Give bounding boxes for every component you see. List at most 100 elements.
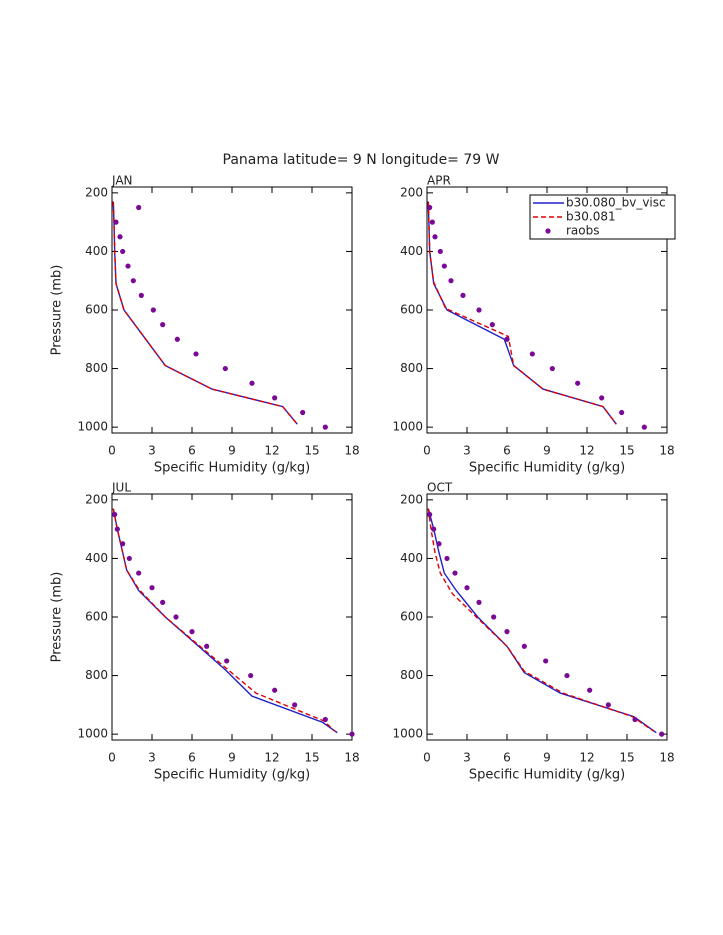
raob-point: [120, 248, 126, 255]
x-tick-label: 9: [543, 751, 551, 765]
x-tick-label: 0: [108, 444, 116, 458]
y-tick-label: 1000: [77, 420, 108, 434]
raob-point: [431, 526, 437, 532]
raob-point: [138, 292, 144, 298]
raob-point: [189, 629, 195, 635]
x-tick-label: 18: [344, 444, 359, 458]
raob-point: [322, 424, 328, 430]
raob-point: [322, 716, 328, 723]
raob-point: [452, 570, 458, 576]
x-tick-label: 18: [344, 751, 359, 765]
y-axis-label: Pressure (mb): [50, 265, 65, 356]
plot-frame: [111, 186, 353, 434]
raob-point: [575, 380, 581, 386]
x-tick-label: 6: [188, 444, 196, 458]
y-tick-label: 600: [400, 610, 423, 624]
x-tick-label: 15: [304, 751, 319, 765]
plot-frame: [111, 493, 353, 741]
raob-point: [125, 263, 131, 269]
raob-point: [476, 599, 482, 605]
x-tick-label: 3: [463, 751, 471, 765]
raob-point: [543, 658, 549, 664]
raob-point: [117, 234, 123, 240]
x-tick-label: 0: [423, 444, 431, 458]
x-tick-label: 18: [659, 444, 674, 458]
y-tick-label: 200: [400, 185, 423, 199]
raob-point: [249, 380, 255, 386]
raob-point: [149, 585, 155, 591]
profile-line: [427, 201, 617, 425]
raob-point: [549, 365, 555, 372]
y-tick-label: 400: [85, 551, 108, 565]
raob-point: [112, 511, 118, 518]
y-tick-label: 600: [400, 303, 423, 317]
y-tick-label: 1000: [392, 420, 423, 434]
y-tick-label: 800: [400, 668, 423, 682]
x-tick-label: 9: [228, 444, 236, 458]
raob-point: [504, 336, 510, 342]
raob-point: [464, 585, 470, 591]
x-tick-label: 15: [619, 751, 634, 765]
raob-point: [641, 424, 647, 430]
raob-point: [160, 599, 166, 605]
raob-point: [476, 307, 482, 313]
raob-point: [113, 219, 119, 225]
raob-point: [120, 541, 126, 547]
raob-point: [292, 702, 298, 708]
profile-line: [427, 508, 655, 732]
y-tick-label: 600: [85, 303, 108, 317]
profile-line: [112, 201, 298, 425]
raob-point: [460, 292, 466, 298]
legend-label: b30.080_bv_visc: [566, 196, 666, 210]
raob-point: [441, 263, 447, 269]
raob-point: [564, 672, 570, 679]
x-tick-label: 15: [304, 444, 319, 458]
panel-label: OCT: [427, 481, 453, 495]
raob-point: [427, 204, 433, 211]
raob-point: [587, 687, 593, 693]
x-tick-label: 9: [228, 751, 236, 765]
y-tick-label: 200: [85, 185, 108, 199]
raob-point: [432, 234, 438, 240]
raob-point: [504, 629, 510, 635]
raob-point: [429, 219, 435, 225]
raob-point: [427, 511, 433, 518]
legend-label: raobs: [566, 224, 600, 238]
raob-point: [272, 395, 278, 401]
y-tick-label: 400: [400, 551, 423, 565]
raob-point: [204, 643, 210, 649]
panel-label: APR: [427, 174, 451, 188]
y-tick-label: 1000: [392, 727, 423, 741]
y-tick-label: 800: [85, 361, 108, 375]
x-tick-label: 6: [188, 751, 196, 765]
x-tick-label: 0: [108, 751, 116, 765]
x-tick-label: 3: [148, 444, 156, 458]
y-tick-label: 800: [85, 668, 108, 682]
y-axis-label: Pressure (mb): [50, 572, 65, 663]
raob-point: [224, 658, 230, 664]
page-title: Panama latitude= 9 N longitude= 79 W: [223, 152, 500, 168]
y-tick-label: 200: [85, 492, 108, 506]
x-tick-label: 3: [463, 444, 471, 458]
x-tick-label: 18: [659, 751, 674, 765]
raob-point: [489, 322, 495, 328]
profile-line: [427, 508, 657, 734]
raob-point: [529, 351, 535, 357]
raob-point: [444, 555, 450, 562]
x-tick-label: 0: [423, 751, 431, 765]
raob-point: [174, 336, 180, 342]
panel-label: JUL: [111, 481, 131, 495]
y-tick-label: 400: [400, 244, 423, 258]
raob-point: [126, 555, 132, 562]
x-axis-label: Specific Humidity (g/kg): [154, 461, 310, 476]
raob-point: [605, 702, 611, 708]
raob-point: [632, 716, 638, 723]
x-tick-label: 12: [264, 444, 279, 458]
raob-point: [448, 278, 454, 284]
x-tick-label: 3: [148, 751, 156, 765]
y-tick-label: 1000: [77, 727, 108, 741]
raob-point: [150, 307, 156, 313]
x-axis-label: Specific Humidity (g/kg): [469, 461, 625, 476]
raob-point: [136, 570, 142, 576]
